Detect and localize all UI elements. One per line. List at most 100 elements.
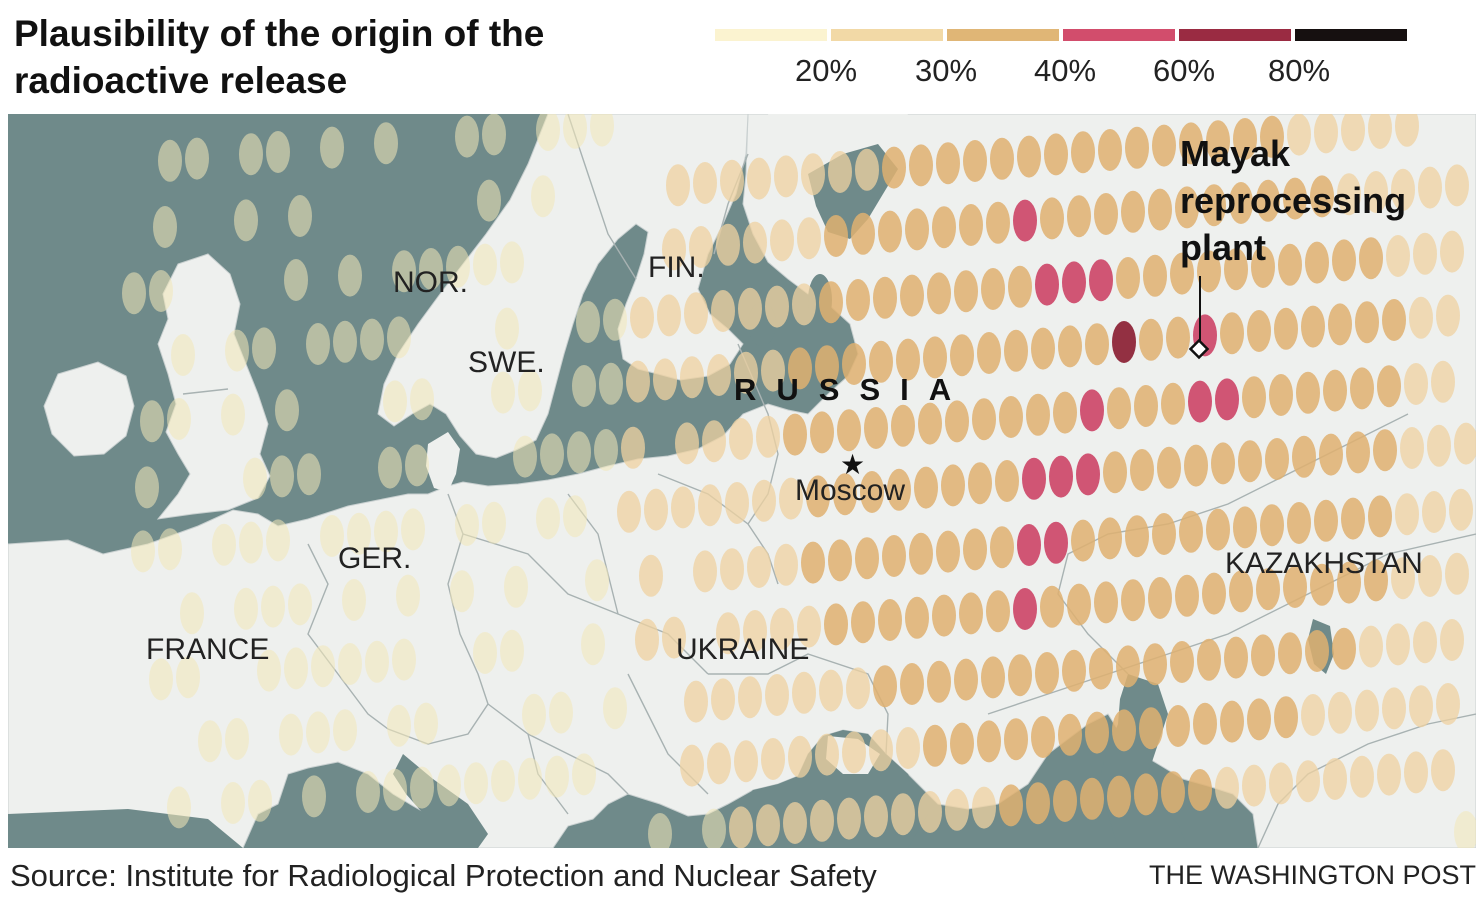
probability-dot bbox=[765, 286, 789, 328]
probability-dot bbox=[1274, 696, 1298, 738]
probability-dot bbox=[1143, 643, 1167, 685]
probability-dot bbox=[842, 731, 866, 773]
probability-dot bbox=[932, 206, 956, 248]
probability-dot bbox=[365, 641, 389, 683]
probability-dot bbox=[1328, 303, 1352, 345]
probability-dot bbox=[1107, 776, 1131, 818]
probability-dot bbox=[671, 486, 695, 528]
probability-dot bbox=[819, 281, 843, 323]
probability-dot bbox=[981, 656, 1005, 698]
probability-dot bbox=[360, 319, 384, 361]
legend-swatch-2 bbox=[831, 29, 943, 41]
probability-dot bbox=[1368, 495, 1392, 537]
probability-dot bbox=[1206, 509, 1230, 551]
legend-label-80: 80% bbox=[1268, 53, 1330, 89]
probability-dot bbox=[225, 330, 249, 372]
probability-dot bbox=[1067, 195, 1091, 237]
label-moscow: Moscow bbox=[795, 474, 905, 508]
probability-dot bbox=[1166, 317, 1190, 359]
probability-dot bbox=[473, 632, 497, 674]
probability-dot bbox=[918, 403, 942, 445]
probability-dot bbox=[936, 531, 960, 573]
probability-dot bbox=[1026, 782, 1050, 824]
legend-label-20: 20% bbox=[795, 53, 857, 89]
probability-dot bbox=[950, 723, 974, 765]
probability-dot bbox=[1265, 438, 1289, 480]
probability-dot bbox=[1382, 299, 1406, 341]
probability-dot bbox=[693, 550, 717, 592]
probability-dot bbox=[1350, 756, 1374, 798]
probability-dot bbox=[747, 158, 771, 200]
probability-dot bbox=[801, 542, 825, 584]
probability-dot bbox=[864, 795, 888, 837]
probability-dot bbox=[1157, 447, 1181, 489]
probability-dot bbox=[414, 703, 438, 745]
land-denmark bbox=[426, 432, 460, 492]
probability-dot bbox=[1193, 314, 1217, 356]
probability-dot bbox=[603, 299, 627, 341]
probability-dot bbox=[1355, 301, 1379, 343]
map-title: Plausibility of the origin of the radioa… bbox=[14, 10, 664, 104]
probability-dot bbox=[1049, 456, 1073, 498]
probability-dot bbox=[999, 784, 1023, 826]
probability-dot bbox=[729, 418, 753, 460]
probability-dot bbox=[563, 495, 587, 537]
probability-dot bbox=[1404, 363, 1428, 405]
probability-dot bbox=[1197, 639, 1221, 681]
probability-dot bbox=[504, 566, 528, 608]
probability-dot bbox=[185, 138, 209, 180]
probability-dot bbox=[581, 623, 605, 665]
probability-dot bbox=[747, 546, 771, 588]
probability-dot bbox=[954, 659, 978, 701]
probability-dot bbox=[288, 583, 312, 625]
probability-dot bbox=[572, 365, 596, 407]
probability-dot bbox=[828, 151, 852, 193]
probability-dot bbox=[1166, 705, 1190, 747]
probability-dot bbox=[311, 645, 335, 687]
probability-dot bbox=[1436, 683, 1460, 725]
probability-dot bbox=[1067, 584, 1091, 626]
probability-dot bbox=[374, 122, 398, 164]
label-russia: RUSSIA bbox=[734, 372, 971, 408]
probability-dot bbox=[1202, 573, 1226, 615]
probability-dot bbox=[977, 720, 1001, 762]
probability-dot bbox=[1328, 692, 1352, 734]
probability-dot bbox=[995, 460, 1019, 502]
probability-dot bbox=[1044, 522, 1068, 564]
probability-dot bbox=[531, 175, 555, 217]
probability-dot bbox=[234, 199, 258, 241]
probability-dot bbox=[545, 756, 569, 798]
probability-dot bbox=[783, 802, 807, 844]
probability-dot bbox=[1053, 392, 1077, 434]
probability-dot bbox=[675, 422, 699, 464]
probability-dot bbox=[284, 647, 308, 689]
probability-dot bbox=[1440, 619, 1464, 661]
probability-dot bbox=[1152, 125, 1176, 167]
probability-dot bbox=[1107, 387, 1131, 429]
probability-dot bbox=[1062, 261, 1086, 303]
probability-dot bbox=[450, 570, 474, 612]
probability-dot bbox=[1242, 765, 1266, 807]
probability-dot bbox=[639, 555, 663, 597]
probability-dot bbox=[954, 270, 978, 312]
probability-dot bbox=[338, 643, 362, 685]
probability-dot bbox=[644, 489, 668, 531]
label-ger: GER. bbox=[338, 542, 411, 576]
probability-dot bbox=[1242, 376, 1266, 418]
probability-dot bbox=[1035, 264, 1059, 306]
probability-dot bbox=[864, 407, 888, 449]
source-note: Source: Institute for Radiological Prote… bbox=[10, 858, 877, 894]
probability-dot bbox=[873, 277, 897, 319]
probability-dot bbox=[914, 467, 938, 509]
probability-dot bbox=[815, 734, 839, 776]
probability-dot bbox=[536, 497, 560, 539]
probability-dot bbox=[540, 433, 564, 475]
probability-dot bbox=[473, 244, 497, 286]
probability-dot bbox=[1251, 634, 1275, 676]
probability-dot bbox=[1247, 698, 1271, 740]
probability-dot bbox=[455, 116, 479, 158]
probability-dot bbox=[1121, 191, 1145, 233]
probability-dot bbox=[1031, 716, 1055, 758]
probability-dot bbox=[824, 603, 848, 645]
probability-dot bbox=[797, 217, 821, 259]
